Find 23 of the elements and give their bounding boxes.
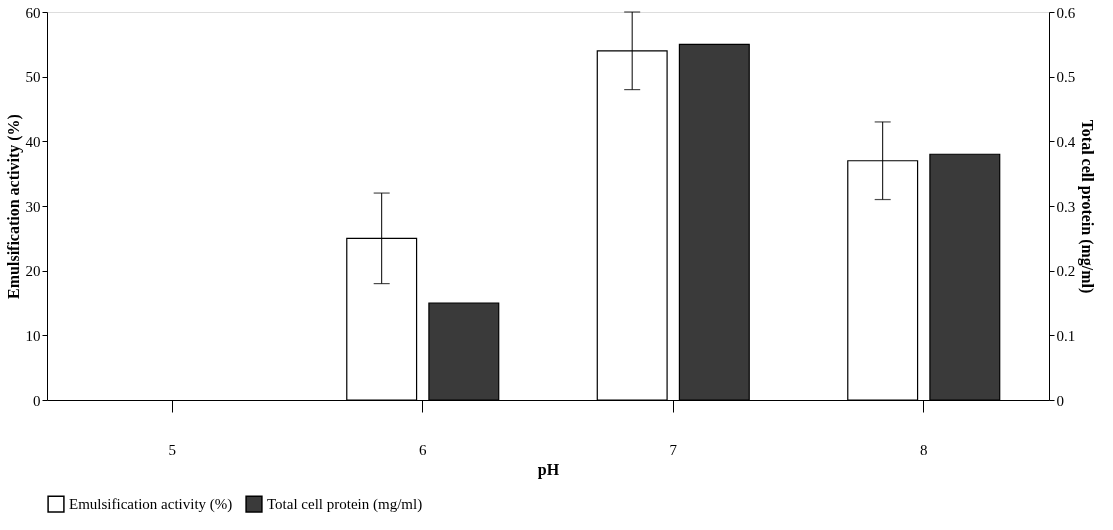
y-tick-label: 10 [25, 327, 41, 344]
y2-tick-label: 0.5 [1056, 69, 1076, 86]
y2-tick-label: 0.1 [1056, 327, 1076, 344]
y2-axis-title: Total cell protein (mg/ml) [1078, 119, 1097, 294]
y-tick-label: 60 [25, 4, 41, 21]
legend-label: Emulsification activity (%) [69, 496, 233, 514]
y2-tick-label: 0.6 [1056, 4, 1076, 21]
y2-tick-label: 0.3 [1056, 198, 1076, 215]
x-tick-label: 6 [419, 441, 427, 458]
y-tick-label: 20 [25, 263, 41, 280]
y-tick-label: 50 [25, 69, 41, 86]
y-tick-label: 30 [25, 198, 41, 215]
x-tick-label: 8 [920, 441, 928, 458]
legend-label: Total cell protein (mg/ml) [267, 496, 423, 514]
x-tick-label: 5 [168, 441, 176, 458]
y2-tick-label: 0.4 [1056, 133, 1076, 150]
x-tick-label: 7 [669, 441, 678, 458]
x-axis-title: pH [537, 460, 560, 479]
y-tick-label: 40 [25, 133, 41, 150]
y2-tick-label: 0.2 [1056, 263, 1076, 280]
y-tick-label: 0 [33, 392, 41, 409]
y2-tick-label: 0 [1056, 392, 1064, 409]
y-axis-title: Emulsification activity (%) [4, 114, 23, 299]
